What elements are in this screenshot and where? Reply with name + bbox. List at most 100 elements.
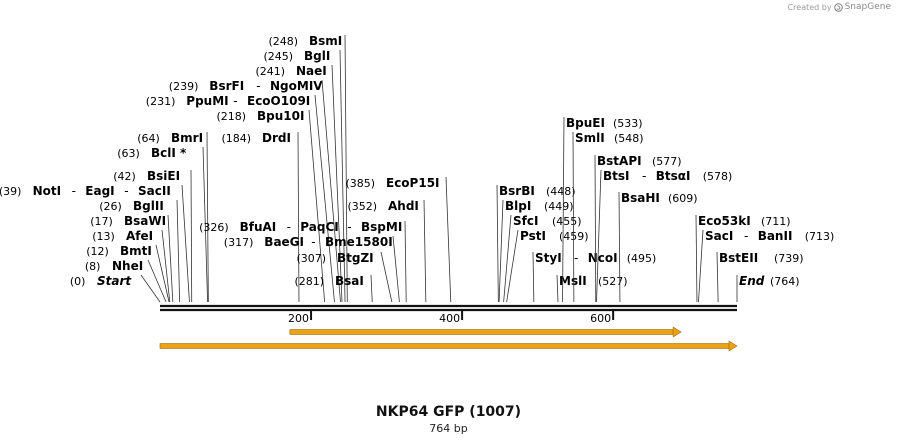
cut-position-label: (739)	[774, 252, 804, 265]
enzyme-label: BglII	[133, 199, 164, 213]
cut-position-label: (13)	[92, 230, 115, 243]
cut-position-label: (8)	[85, 260, 101, 273]
cut-position-label: (533)	[613, 117, 643, 130]
cut-site-line	[176, 199, 181, 303]
cut-site-line	[695, 214, 698, 303]
enzyme-label: StyI	[535, 251, 562, 265]
cut-position-label: (0)	[70, 275, 86, 288]
enzyme-label: BstEII	[719, 251, 758, 265]
cut-position-label: (218)	[217, 110, 247, 123]
feature-arrow-head	[672, 326, 682, 338]
enzyme-label: BtgZI	[337, 251, 374, 265]
enzyme-label: BpuEI	[566, 116, 605, 130]
cut-position-label: (448)	[546, 185, 576, 198]
cut-position-label: (241)	[256, 65, 286, 78]
enzyme-label: BstAPI	[597, 154, 642, 168]
enzyme-label: MslI	[559, 274, 587, 288]
cut-site-line	[562, 116, 565, 303]
enzyme-label: BmrI	[171, 131, 203, 145]
label-separator: -	[233, 94, 237, 108]
cut-position-label: (385)	[346, 177, 376, 190]
enzyme-label: EagI	[85, 184, 114, 198]
cut-site-line	[404, 220, 407, 303]
cut-position-label: (609)	[668, 192, 698, 205]
cut-position-label: (577)	[652, 155, 682, 168]
cut-position-label: (63)	[117, 147, 140, 160]
cut-position-label: (281)	[295, 275, 325, 288]
cut-position-label: (239)	[169, 80, 199, 93]
credit-brand: SnapGene	[844, 2, 891, 12]
cut-site-line	[155, 244, 170, 303]
feature-arrow-body	[289, 329, 674, 335]
credit-prefix: Created by	[787, 2, 832, 12]
cut-site-line	[594, 154, 597, 303]
axis-tick-label: 400	[439, 312, 460, 325]
enzyme-label: EcoO109I	[247, 94, 310, 108]
cut-position-label: (326)	[199, 221, 229, 234]
enzyme-label: NgoMIV	[270, 79, 323, 93]
cut-site-line	[532, 251, 535, 303]
cut-site-line	[181, 184, 190, 303]
enzyme-label: BfuAI	[240, 220, 277, 234]
enzyme-label: SacII	[138, 184, 171, 198]
label-separator: -	[744, 229, 748, 243]
restriction-map: (0) Start(8) NheI(12) BmtI (13) AfeI (17) BsaWI…	[0, 34, 834, 352]
cut-position-label: (317)	[224, 236, 254, 249]
enzyme-label: DrdI	[262, 131, 291, 145]
cut-site-line	[392, 235, 400, 303]
enzyme-label: PstI	[520, 229, 546, 243]
enzyme-label: BglI	[304, 49, 330, 63]
axis-tick-label: 200	[288, 312, 309, 325]
cut-site-line	[498, 199, 504, 303]
feature-arrow-body	[159, 343, 730, 349]
enzyme-label: Eco53kI	[698, 214, 751, 228]
enzyme-label: BlpI	[505, 199, 531, 213]
cut-position-label: (39)	[0, 185, 21, 198]
enzyme-label: BmtI	[120, 244, 152, 258]
cut-site-line	[297, 131, 300, 303]
enzyme-label: SmlI	[575, 131, 605, 145]
enzyme-label: BsrBI	[499, 184, 535, 198]
enzyme-label: Bme1580I	[325, 235, 393, 249]
cut-position-label: (578)	[703, 170, 733, 183]
enzyme-label: BsrFI	[209, 79, 244, 93]
cut-position-label: (548)	[614, 132, 644, 145]
cut-site-line	[331, 64, 343, 303]
cut-site-line	[618, 191, 621, 303]
feature-arrow-head	[728, 340, 738, 352]
cut-site-line	[556, 274, 559, 303]
snapgene-logo-icon	[833, 2, 843, 12]
cut-position-label: (764)	[770, 275, 800, 288]
cut-site-line	[370, 274, 373, 303]
cut-position-label: (711)	[761, 215, 791, 228]
cut-position-label: (42)	[113, 170, 136, 183]
cut-position-label: (26)	[99, 200, 122, 213]
cut-position-label: (245)	[264, 50, 294, 63]
label-separator: -	[574, 251, 578, 265]
cut-site-line	[445, 176, 452, 303]
plasmid-title: NKP64 GFP (1007)	[375, 404, 522, 420]
cut-position-label: (12)	[86, 245, 109, 258]
enzyme-label: NotI	[33, 184, 62, 198]
cut-site-line	[596, 169, 602, 303]
enzyme-label: Start	[97, 274, 132, 288]
cut-position-label: (455)	[552, 215, 582, 228]
enzyme-label: BclI *	[151, 146, 187, 160]
cut-site-line	[190, 169, 193, 303]
cut-site-line	[308, 109, 326, 303]
enzyme-label: BsaWI	[124, 214, 166, 228]
cut-position-label: (248)	[269, 35, 299, 48]
cut-position-label: (495)	[627, 252, 657, 265]
enzyme-label: BsaHI	[621, 191, 660, 205]
cut-position-label: (449)	[544, 200, 574, 213]
cut-site-line	[380, 251, 393, 303]
enzyme-label: SacI	[705, 229, 733, 243]
enzyme-label: NaeI	[296, 64, 327, 78]
cut-position-label: (307)	[297, 252, 327, 265]
cut-position-label: (527)	[598, 275, 628, 288]
enzyme-label: End	[739, 274, 765, 288]
enzyme-label: SfcI	[513, 214, 538, 228]
enzyme-label: AfeI	[126, 229, 153, 243]
cut-site-line	[321, 79, 341, 303]
enzyme-label: PaqCI	[300, 220, 338, 234]
